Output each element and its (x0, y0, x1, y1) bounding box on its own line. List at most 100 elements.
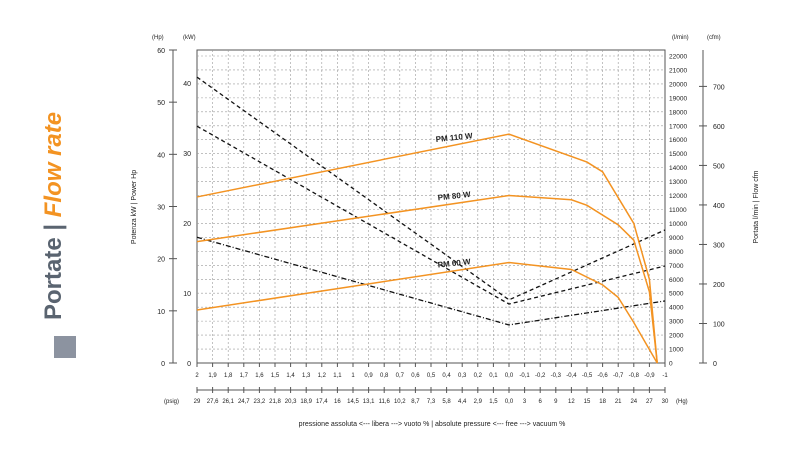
bar-tick-label: -0,8 (629, 373, 640, 379)
lmin-tick-label: 10000 (669, 221, 687, 228)
cfm-tick-label: 500 (713, 163, 725, 170)
lmin-tick-label: 6000 (669, 277, 684, 284)
hp-tick-label: 20 (157, 257, 165, 264)
bar-tick-label: 0,0 (505, 373, 514, 379)
lmin-tick-label: 4000 (669, 305, 684, 312)
lmin-tick-label: 8000 (669, 249, 684, 256)
bar-tick-label: -0,9 (644, 373, 655, 379)
power-line-dashed (196, 76, 666, 301)
bar-tick-label: 1,1 (333, 373, 342, 379)
psig-tick-label: 21 (615, 399, 622, 405)
psig-unit: (psig) (164, 399, 179, 405)
psig-tick-label: 4,4 (458, 399, 467, 405)
psig-tick-label: 9 (554, 399, 558, 405)
flow-curve (196, 133, 658, 364)
lmin-tick-label: 11000 (669, 207, 687, 214)
bar-tick-label: 0,7 (396, 373, 405, 379)
psig-tick-label: 18 (599, 399, 606, 405)
bar-tick-label: 1,8 (224, 373, 233, 379)
psig-tick-label: 11,6 (379, 399, 391, 405)
lmin-tick-label: 12000 (669, 193, 687, 200)
cfm-tick-label: 200 (713, 282, 725, 289)
bar-tick-label: 0,4 (442, 373, 451, 379)
psig-tick-label: 18,9 (300, 399, 312, 405)
cfm-tick-label: 700 (713, 84, 725, 91)
kw-tick-label: 0 (187, 361, 191, 368)
kw-tick-label: 20 (183, 221, 191, 228)
kw-tick-label: 30 (183, 151, 191, 158)
psig-tick-label: 7,3 (427, 399, 436, 405)
bar-tick-label: 0,5 (427, 373, 436, 379)
bar-tick-label: -0,7 (613, 373, 624, 379)
lmin-tick-label: 2000 (669, 333, 684, 340)
hp-tick-label: 10 (157, 309, 165, 316)
series-label: PM 60 W (437, 257, 471, 269)
bar-tick-label: 0,8 (380, 373, 389, 379)
psig-tick-label: 0,0 (505, 399, 514, 405)
psig-tick-label: 13,1 (363, 399, 375, 405)
bar-tick-label: -0,4 (566, 373, 577, 379)
psig-tick-label: 20,3 (285, 399, 297, 405)
flow-curve (196, 261, 658, 364)
psig-tick-label: 3 (523, 399, 527, 405)
bar-tick-label: 1,4 (286, 373, 295, 379)
hp-tick-label: 0 (161, 361, 165, 368)
hp-tick-label: 50 (157, 100, 165, 107)
lmin-tick-label: 20000 (669, 81, 687, 88)
psig-tick-label: 5,8 (442, 399, 451, 405)
psig-tick-label: 14,5 (347, 399, 359, 405)
bar-tick-label: 1,7 (240, 373, 249, 379)
cfm-tick-label: 600 (713, 124, 725, 131)
kw-tick-label: 10 (183, 291, 191, 298)
lmin-tick-label: 5000 (669, 291, 684, 298)
series-label: PM 80 W (437, 190, 471, 202)
psig-tick-label: 26,1 (222, 399, 234, 405)
series-label: PM 110 W (435, 131, 473, 144)
x-axis-label: pressione assoluta <--- libera ---> vuot… (299, 421, 566, 428)
lmin-tick-label: 16000 (669, 137, 687, 144)
bar-tick-label: 0,6 (411, 373, 420, 379)
lmin-tick-label: 19000 (669, 95, 687, 102)
lmin-tick-label: 22000 (669, 54, 687, 61)
lmin-tick-label: 14000 (669, 165, 687, 172)
bar-tick-label: 0,9 (364, 373, 373, 379)
psig-tick-label: 23,2 (254, 399, 266, 405)
flow-curve (196, 194, 658, 364)
bar-tick-label: -1 (662, 373, 668, 379)
bar-tick-label: -0,1 (519, 373, 530, 379)
cfm-tick-label: 0 (713, 361, 717, 368)
hp-tick-label: 60 (157, 48, 165, 55)
bar-tick-label: -0,3 (551, 373, 562, 379)
psig-tick-label: 6 (539, 399, 543, 405)
psig-tick-label: 27,6 (207, 399, 219, 405)
psig-tick-label: 30 (662, 399, 669, 405)
bar-tick-label: 2 (195, 373, 199, 379)
power-line-dashed (196, 125, 666, 305)
bar-tick-label: 1,3 (302, 373, 311, 379)
lmin-tick-label: 13000 (669, 179, 687, 186)
bar-tick-label: 1,9 (208, 373, 217, 379)
bar-tick-label: 0,3 (458, 373, 467, 379)
bar-tick-label: 1,5 (271, 373, 280, 379)
psig-tick-label: 2,9 (474, 399, 483, 405)
bar-tick-label: 1 (351, 373, 355, 379)
lmin-tick-label: 18000 (669, 109, 687, 116)
right-axis-label: Portata l/min | Flow cfm (753, 170, 760, 243)
kw-tick-label: 40 (183, 81, 191, 88)
psig-tick-label: 10,2 (394, 399, 406, 405)
lmin-tick-label: 0 (669, 361, 673, 368)
psig-tick-label: 27 (646, 399, 653, 405)
psig-tick-label: 24,7 (238, 399, 250, 405)
cfm-tick-label: 300 (713, 242, 725, 249)
hp-unit: (Hp) (152, 35, 164, 41)
bar-tick-label: 1,6 (255, 373, 264, 379)
psig-tick-label: 21,8 (269, 399, 281, 405)
hp-tick-label: 40 (157, 152, 165, 159)
bar-tick-label: 0,2 (474, 373, 483, 379)
hp-tick-label: 30 (157, 205, 165, 212)
bar-tick-label: -0,2 (535, 373, 546, 379)
lmin-unit: (l/min) (672, 35, 689, 41)
bar-tick-label: 1,2 (318, 373, 327, 379)
left-axis-label: Potenza kW | Power Hp (131, 170, 138, 244)
